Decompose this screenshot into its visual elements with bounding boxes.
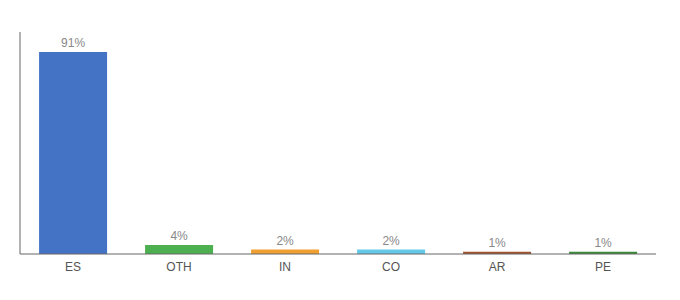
svg-text:IN: IN bbox=[279, 260, 291, 274]
svg-text:1%: 1% bbox=[488, 236, 506, 250]
svg-text:1%: 1% bbox=[594, 236, 612, 250]
svg-text:2%: 2% bbox=[276, 234, 294, 248]
svg-text:4%: 4% bbox=[170, 229, 188, 243]
svg-text:2%: 2% bbox=[382, 234, 400, 248]
svg-text:ES: ES bbox=[65, 260, 81, 274]
svg-text:AR: AR bbox=[489, 260, 506, 274]
svg-text:91%: 91% bbox=[61, 36, 85, 50]
svg-text:OTH: OTH bbox=[166, 260, 191, 274]
svg-text:CO: CO bbox=[382, 260, 400, 274]
svg-text:PE: PE bbox=[595, 260, 611, 274]
